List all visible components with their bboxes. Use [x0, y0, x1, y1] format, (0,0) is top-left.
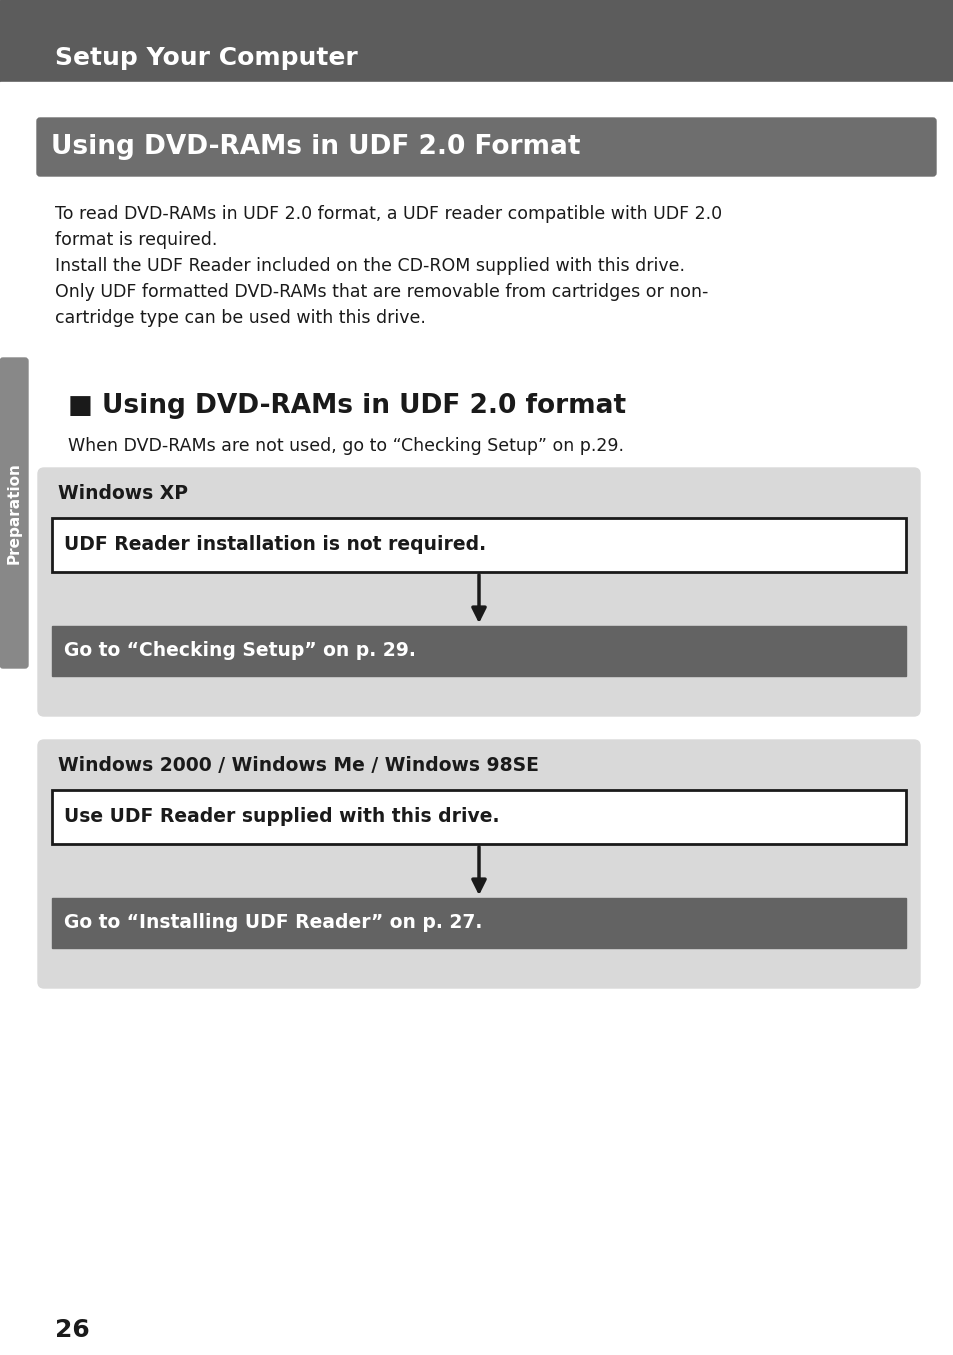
Text: format is required.: format is required.	[55, 230, 217, 249]
FancyBboxPatch shape	[38, 467, 919, 715]
Bar	[52, 626, 905, 676]
Text: ■ Using DVD-RAMs in UDF 2.0 format: ■ Using DVD-RAMs in UDF 2.0 format	[68, 393, 625, 419]
Text: Go to “Checking Setup” on p. 29.: Go to “Checking Setup” on p. 29.	[64, 641, 416, 660]
FancyBboxPatch shape	[38, 740, 919, 988]
Bar	[52, 518, 905, 572]
Bar	[0, 83, 953, 88]
Text: Only UDF formatted DVD-RAMs that are removable from cartridges or non-: Only UDF formatted DVD-RAMs that are rem…	[55, 283, 708, 301]
Text: Install the UDF Reader included on the CD-ROM supplied with this drive.: Install the UDF Reader included on the C…	[55, 257, 684, 275]
Text: UDF Reader installation is not required.: UDF Reader installation is not required.	[64, 535, 486, 554]
Text: Windows XP: Windows XP	[58, 484, 188, 503]
Text: Setup Your Computer: Setup Your Computer	[55, 46, 357, 70]
Text: 26: 26	[55, 1318, 90, 1341]
Text: Use UDF Reader supplied with this drive.: Use UDF Reader supplied with this drive.	[64, 808, 499, 827]
Text: Preparation: Preparation	[7, 462, 22, 564]
Text: To read DVD-RAMs in UDF 2.0 format, a UDF reader compatible with UDF 2.0: To read DVD-RAMs in UDF 2.0 format, a UD…	[55, 205, 721, 224]
Text: cartridge type can be used with this drive.: cartridge type can be used with this dri…	[55, 309, 425, 327]
Bar	[0, 0, 953, 83]
Text: Windows 2000 / Windows Me / Windows 98SE: Windows 2000 / Windows Me / Windows 98SE	[58, 756, 538, 775]
Text: Go to “Installing UDF Reader” on p. 27.: Go to “Installing UDF Reader” on p. 27.	[64, 913, 482, 932]
Bar	[52, 898, 905, 948]
Bar	[52, 790, 905, 844]
FancyBboxPatch shape	[0, 358, 28, 668]
FancyBboxPatch shape	[37, 118, 935, 176]
Text: Using DVD-RAMs in UDF 2.0 Format: Using DVD-RAMs in UDF 2.0 Format	[51, 134, 579, 160]
Text: When DVD-RAMs are not used, go to “Checking Setup” on p.29.: When DVD-RAMs are not used, go to “Check…	[68, 438, 623, 455]
